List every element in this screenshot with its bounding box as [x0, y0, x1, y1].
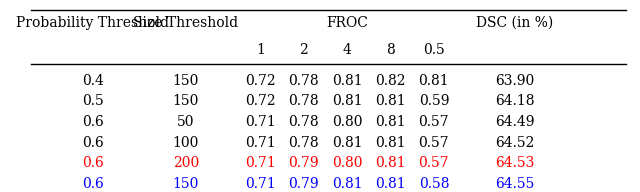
Text: 0.58: 0.58 [419, 177, 449, 191]
Text: Probability Threshold: Probability Threshold [16, 16, 170, 30]
Text: 0.57: 0.57 [419, 115, 449, 129]
Text: 0.6: 0.6 [82, 156, 104, 170]
Text: 0.78: 0.78 [289, 94, 319, 108]
Text: 63.90: 63.90 [495, 74, 534, 88]
Text: 0.81: 0.81 [332, 94, 362, 108]
Text: 0.78: 0.78 [289, 136, 319, 150]
Text: 0.72: 0.72 [245, 94, 276, 108]
Text: DSC (in %): DSC (in %) [476, 16, 553, 30]
Text: 0.6: 0.6 [82, 177, 104, 191]
Text: 0.81: 0.81 [332, 136, 362, 150]
Text: Size Threshold: Size Threshold [133, 16, 238, 30]
Text: 0.6: 0.6 [82, 136, 104, 150]
Text: 0.71: 0.71 [245, 136, 276, 150]
Text: 0.78: 0.78 [289, 74, 319, 88]
Text: 0.81: 0.81 [332, 74, 362, 88]
Text: 0.81: 0.81 [375, 177, 406, 191]
Text: 50: 50 [177, 115, 195, 129]
Text: 150: 150 [173, 94, 199, 108]
Text: 0.6: 0.6 [82, 115, 104, 129]
Text: 4: 4 [342, 43, 351, 57]
Text: 0.78: 0.78 [289, 115, 319, 129]
Text: 0.81: 0.81 [419, 74, 449, 88]
Text: 0.59: 0.59 [419, 94, 449, 108]
Text: 0.71: 0.71 [245, 115, 276, 129]
Text: FROC: FROC [326, 16, 368, 30]
Text: 0.71: 0.71 [245, 156, 276, 170]
Text: 0.57: 0.57 [419, 156, 449, 170]
Text: 0.82: 0.82 [375, 74, 406, 88]
Text: 1: 1 [256, 43, 265, 57]
Text: 0.81: 0.81 [332, 177, 362, 191]
Text: 150: 150 [173, 177, 199, 191]
Text: 0.72: 0.72 [245, 74, 276, 88]
Text: 150: 150 [173, 74, 199, 88]
Text: 0.79: 0.79 [289, 156, 319, 170]
Text: 2: 2 [300, 43, 308, 57]
Text: 0.81: 0.81 [375, 156, 406, 170]
Text: 0.57: 0.57 [419, 136, 449, 150]
Text: 0.71: 0.71 [245, 177, 276, 191]
Text: 64.49: 64.49 [495, 115, 534, 129]
Text: 64.18: 64.18 [495, 94, 534, 108]
Text: 0.80: 0.80 [332, 115, 362, 129]
Text: 0.5: 0.5 [82, 94, 104, 108]
Text: 200: 200 [173, 156, 199, 170]
Text: 0.5: 0.5 [423, 43, 445, 57]
Text: 64.53: 64.53 [495, 156, 534, 170]
Text: 0.4: 0.4 [82, 74, 104, 88]
Text: 0.79: 0.79 [289, 177, 319, 191]
Text: 0.80: 0.80 [332, 156, 362, 170]
Text: 8: 8 [386, 43, 395, 57]
Text: 0.81: 0.81 [375, 136, 406, 150]
Text: 100: 100 [173, 136, 199, 150]
Text: 0.81: 0.81 [375, 115, 406, 129]
Text: 64.52: 64.52 [495, 136, 534, 150]
Text: 0.81: 0.81 [375, 94, 406, 108]
Text: 64.55: 64.55 [495, 177, 534, 191]
